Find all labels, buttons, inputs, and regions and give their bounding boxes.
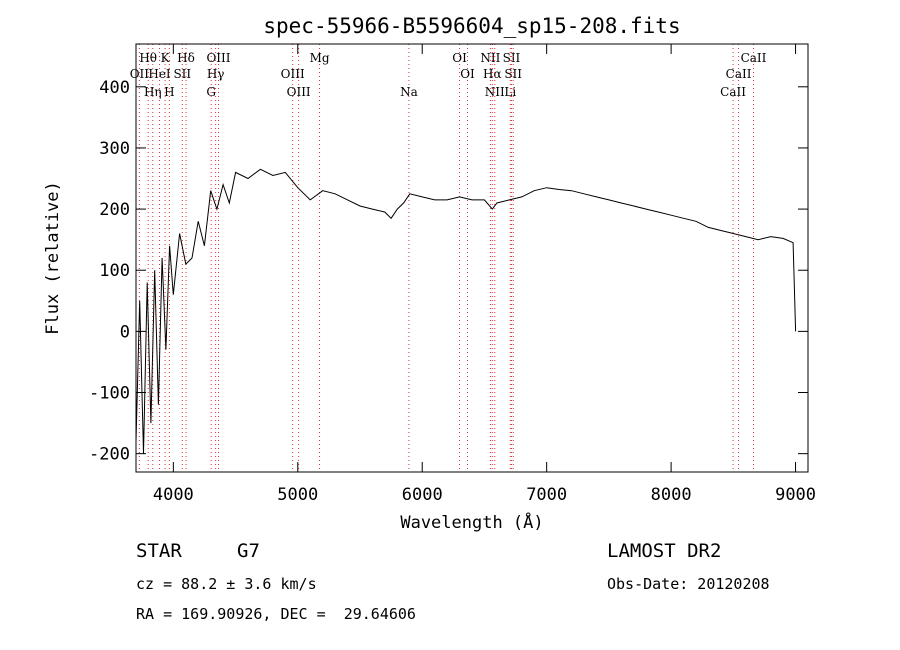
line-marker-label: OII	[130, 67, 150, 81]
line-marker-label: Hη	[144, 85, 162, 99]
y-tick-label: -100	[89, 384, 130, 404]
line-marker-label: OIII	[287, 85, 311, 99]
line-marker-label: CaII	[726, 67, 752, 81]
line-marker-label: SII	[504, 67, 522, 81]
object-subclass: G7	[237, 540, 260, 562]
line-marker-label: Na	[400, 85, 418, 99]
chart-title: spec-55966-B5596604_sp15-208.fits	[263, 14, 680, 38]
line-marker-label: Hα	[483, 67, 502, 81]
object-class: STAR	[136, 540, 182, 562]
line-marker-label: Hγ	[207, 67, 225, 81]
line-marker-label: Hδ	[177, 51, 195, 65]
x-tick-label: 5000	[277, 485, 318, 505]
y-tick-label: -200	[89, 445, 130, 465]
line-marker-label: OIII	[206, 51, 230, 65]
line-marker-label: HeI	[148, 67, 171, 81]
y-tick-label: 200	[99, 200, 130, 220]
line-marker-label: OI	[460, 67, 475, 81]
coordinates: RA = 169.90926, DEC = 29.64606	[136, 605, 416, 623]
line-marker-label: Hθ	[139, 51, 157, 65]
y-axis-label: Flux (relative)	[43, 181, 63, 335]
line-marker-label: G	[206, 85, 216, 99]
line-marker-label: NII	[480, 51, 500, 65]
line-marker-label: H	[164, 85, 174, 99]
line-marker-label: OIII	[281, 67, 305, 81]
spectrum-line	[135, 168, 797, 454]
x-tick-label: 4000	[153, 485, 194, 505]
axis-ticks: 4000 5000 6000 7000 8000 9000 -200 -100 0 100 200 3…	[89, 44, 816, 505]
y-tick-label: 100	[99, 261, 130, 281]
line-marker-label: Li	[504, 85, 516, 99]
line-marker-label: SII	[173, 67, 191, 81]
line-marker-label: NII	[485, 85, 505, 99]
line-marker-label: OI	[452, 51, 467, 65]
y-tick-label: 400	[99, 78, 130, 98]
survey-label: LAMOST DR2	[607, 540, 722, 562]
redshift-velocity: cz = 88.2 ± 3.6 km/s	[136, 575, 317, 593]
line-marker-label: CaII	[741, 51, 767, 65]
x-tick-label: 8000	[651, 485, 692, 505]
x-tick-label: 7000	[526, 485, 567, 505]
y-tick-label: 300	[99, 139, 130, 159]
line-marker-label: K	[161, 51, 171, 65]
line-marker-label: SII	[503, 51, 521, 65]
x-tick-label: 6000	[402, 485, 443, 505]
plot-frame	[135, 43, 809, 473]
observation-date: Obs-Date: 20120208	[607, 575, 770, 593]
line-marker-label: Mg	[310, 51, 330, 65]
y-tick-label: 0	[120, 322, 130, 342]
x-tick-label: 9000	[775, 485, 816, 505]
line-marker-label: CaII	[720, 85, 746, 99]
x-axis-label: Wavelength (Å)	[400, 511, 543, 533]
